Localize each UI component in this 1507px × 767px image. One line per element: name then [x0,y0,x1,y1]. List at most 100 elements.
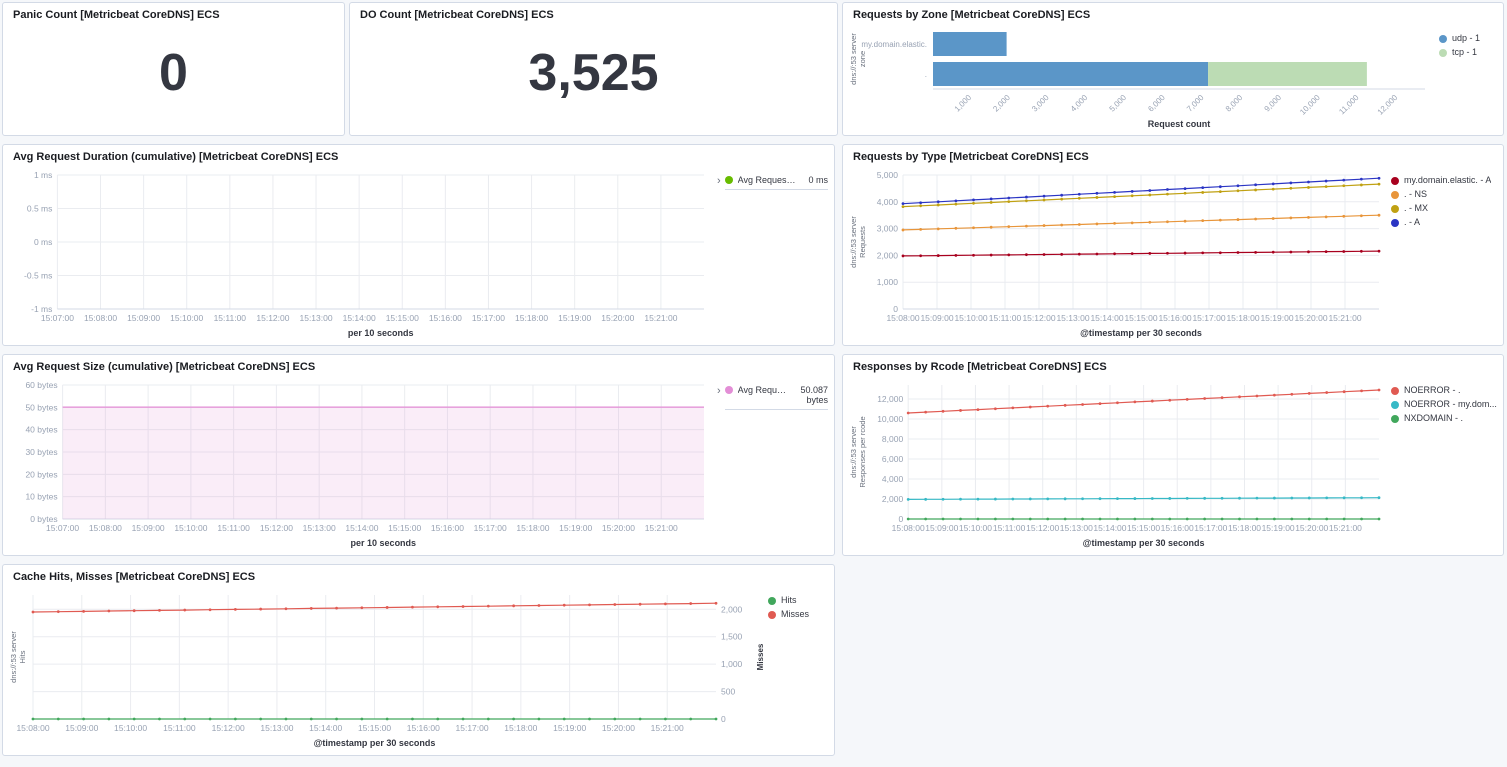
cache-hits-misses-chart[interactable]: 0 500 1,000 1,500 2,000 15:08:00 15:09:00 15:10… [9,587,768,751]
svg-text:500: 500 [721,687,735,697]
panel-title[interactable]: DO Count [Metricbeat CoreDNS] ECS [360,9,554,21]
legend-label: . - NS [1404,189,1428,199]
svg-text:10,000: 10,000 [1298,93,1322,117]
responses-by-rcode-chart[interactable]: 0 2,000 4,000 6,000 8,000 10,000 12,000 15:08:0… [849,377,1391,551]
avg-request-size-chart[interactable]: 0 bytes 10 bytes 20 bytes 30 bytes 40 bytes 5… [9,377,716,551]
svg-text:-0.5 ms: -0.5 ms [24,271,52,281]
panel-title[interactable]: Avg Request Duration (cumulative) [Metri… [13,151,339,163]
chart-area: 0 2,000 4,000 6,000 8,000 10,000 12,000 15:08:0… [843,375,1503,555]
legend-item[interactable]: Avg Request Dura... 0 ms [724,175,828,190]
svg-text:15:21:00: 15:21:00 [651,723,684,733]
svg-text:zone: zone [858,51,867,67]
svg-text:dns://:53 server: dns://:53 server [9,631,18,683]
chart-legend: my.domain.elastic. - A . - NS . - MX . - A [1391,167,1497,341]
legend-collapse-icon[interactable]: › [717,175,721,187]
svg-text:15:12:00: 15:12:00 [1026,523,1059,533]
svg-text:15:11:00: 15:11:00 [214,313,247,323]
svg-text:15:17:00: 15:17:00 [1194,523,1227,533]
svg-text:15:13:00: 15:13:00 [1056,313,1089,323]
panel-title[interactable]: Requests by Zone [Metricbeat CoreDNS] EC… [853,9,1091,21]
legend-label: . - A [1404,217,1421,227]
svg-text:3,000: 3,000 [1030,93,1051,114]
requests-by-type-chart[interactable]: 0 1,000 2,000 3,000 4,000 5,000 15:08:00 15:09:… [849,167,1391,341]
legend-item[interactable]: . - MX [1391,203,1497,213]
svg-text:Responses per rcode: Responses per rcode [858,416,867,487]
chart-area: 0 1,000 2,000 3,000 4,000 5,000 15:08:00 15:09:… [843,165,1503,345]
svg-text:15:20:00: 15:20:00 [602,523,635,533]
svg-text:0: 0 [893,304,898,314]
metric-value: 0 [159,44,188,102]
legend-label: Avg Request Dura... [737,175,796,185]
svg-text:4,000: 4,000 [1069,93,1090,114]
svg-text:4,000: 4,000 [882,474,904,484]
legend-item[interactable]: NXDOMAIN - . [1391,413,1497,423]
svg-text:15:07:00: 15:07:00 [41,313,74,323]
legend-swatch-icon [1391,204,1399,213]
panel-title[interactable]: Requests by Type [Metricbeat CoreDNS] EC… [853,151,1089,163]
svg-text:5,000: 5,000 [1108,93,1129,114]
svg-text:dns://:53 server: dns://:53 server [849,216,858,268]
legend-collapse-icon[interactable]: › [717,385,721,397]
legend-swatch-icon [768,596,776,605]
panel-title[interactable]: Responses by Rcode [Metricbeat CoreDNS] … [853,361,1107,373]
chart-legend: › Avg Request Dura... 0 ms [716,167,828,341]
svg-text:9,000: 9,000 [1263,93,1284,114]
svg-text:15:12:00: 15:12:00 [260,523,293,533]
svg-text:15:19:00: 15:19:00 [553,723,586,733]
svg-text:15:17:00: 15:17:00 [474,523,507,533]
svg-text:15:15:00: 15:15:00 [1127,523,1160,533]
panel-title[interactable]: Avg Request Size (cumulative) [Metricbea… [13,361,316,373]
svg-text:Misses: Misses [756,643,765,670]
legend-item[interactable]: Misses [768,609,828,619]
svg-text:4,000: 4,000 [877,197,899,207]
legend-item[interactable]: tcp - 1 [1439,47,1497,57]
svg-text:15:08:00: 15:08:00 [84,313,117,323]
panel-title[interactable]: Cache Hits, Misses [Metricbeat CoreDNS] … [13,571,256,583]
panel-panic-count: Panic Count [Metricbeat CoreDNS] ECS 0 [2,2,345,136]
svg-text:11,000: 11,000 [1337,93,1361,117]
svg-text:15:11:00: 15:11:00 [217,523,250,533]
legend-swatch-icon [1391,190,1399,199]
legend-label: NXDOMAIN - . [1404,413,1464,423]
svg-text:15:12:00: 15:12:00 [256,313,289,323]
legend-swatch-icon [1391,218,1399,227]
legend-label: NOERROR - . [1404,385,1461,395]
svg-text:15:10:00: 15:10:00 [954,313,987,323]
legend-item[interactable]: my.domain.elastic. - A [1391,175,1497,185]
panel-requests-by-zone: Requests by Zone [Metricbeat CoreDNS] EC… [842,2,1504,136]
legend-item[interactable]: NOERROR - my.dom... [1391,399,1497,409]
svg-text:60 bytes: 60 bytes [25,380,57,390]
legend-item[interactable]: Hits [768,595,828,605]
svg-text:Requests: Requests [858,226,867,258]
legend-value: 0 ms [808,175,828,185]
svg-text:.: . [925,70,927,79]
svg-text:15:12:00: 15:12:00 [212,723,245,733]
metric-value: 3,525 [528,44,659,102]
requests-by-zone-chart[interactable]: 1,000 2,000 3,000 4,000 5,000 6,000 7,000 8,000… [849,25,1439,131]
svg-text:dns://:53 server: dns://:53 server [849,33,858,85]
svg-text:15:15:00: 15:15:00 [386,313,419,323]
svg-text:15:17:00: 15:17:00 [456,723,489,733]
svg-text:12,000: 12,000 [1376,93,1400,117]
legend-swatch-icon [1391,400,1399,409]
svg-text:@timestamp per 30 seconds: @timestamp per 30 seconds [314,738,436,748]
legend-swatch-icon [724,386,733,394]
svg-text:dns://:53 server: dns://:53 server [849,426,858,478]
legend-item[interactable]: udp - 1 [1439,33,1497,43]
svg-text:1,500: 1,500 [721,632,743,642]
svg-text:6,000: 6,000 [1146,93,1167,114]
panel-title[interactable]: Panic Count [Metricbeat CoreDNS] ECS [13,9,220,21]
legend-swatch-icon [1439,48,1447,57]
svg-text:15:17:00: 15:17:00 [472,313,505,323]
panel-requests-by-type: Requests by Type [Metricbeat CoreDNS] EC… [842,144,1504,346]
legend-value: 50.087 bytes [800,385,828,405]
svg-text:15:20:00: 15:20:00 [1294,313,1327,323]
legend-item[interactable]: . - A [1391,217,1497,227]
legend-item[interactable]: NOERROR - . [1391,385,1497,395]
svg-text:2,000: 2,000 [877,250,899,260]
svg-text:1 ms: 1 ms [34,170,52,180]
legend-item[interactable]: Avg Request ... 50.087 bytes [724,385,828,410]
legend-item[interactable]: . - NS [1391,189,1497,199]
